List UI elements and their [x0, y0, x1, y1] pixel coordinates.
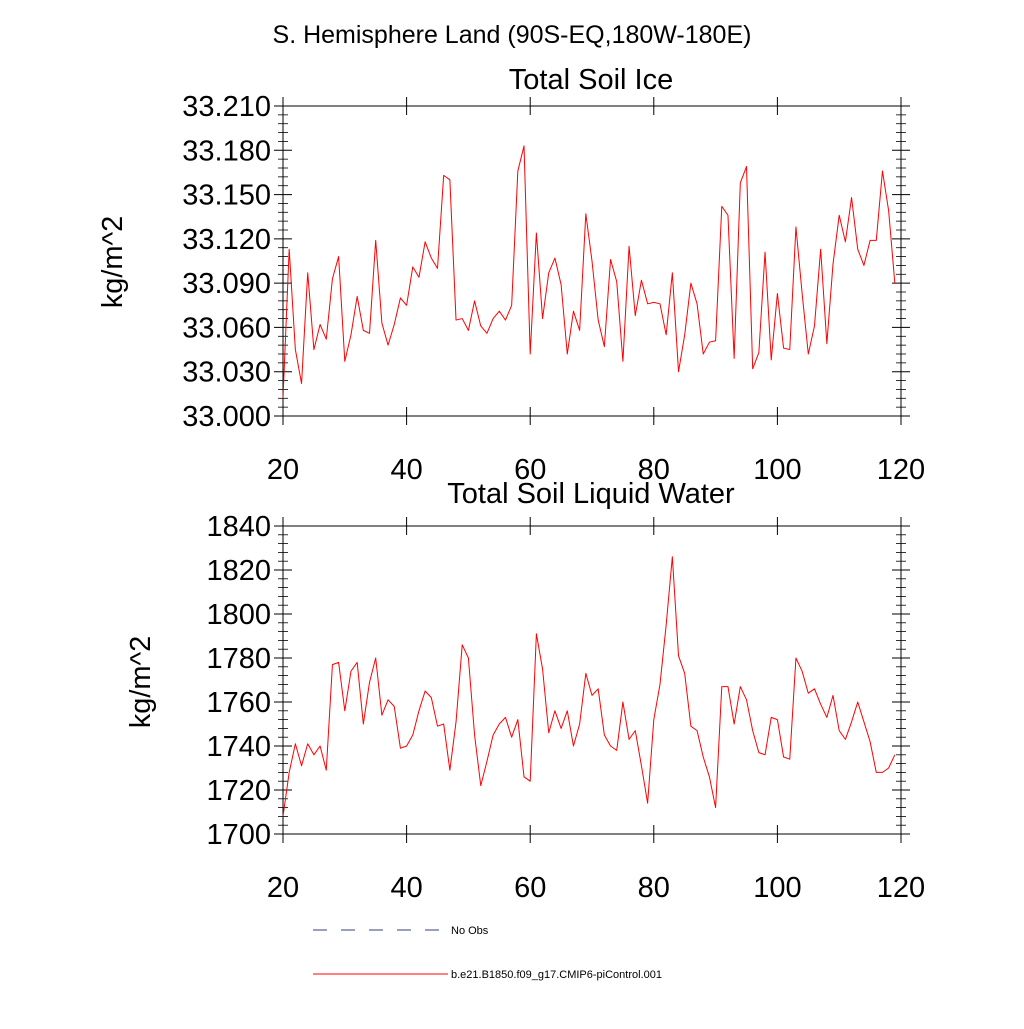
x-tick-label: 120 [877, 454, 925, 486]
y-tick-label: 1700 [206, 819, 271, 851]
y-tick-label: 33.090 [182, 268, 271, 300]
x-tick-label: 20 [267, 454, 299, 486]
x-tick-label: 60 [514, 872, 546, 904]
panel-title: Total Soil Ice [509, 64, 673, 96]
y-tick-label: 33.000 [182, 401, 271, 433]
y-tick-label: 33.180 [182, 135, 271, 167]
x-tick-label: 80 [638, 454, 670, 486]
y-tick-label: 1820 [206, 555, 271, 587]
legend-label-no-obs: No Obs [451, 925, 489, 937]
x-tick-label: 60 [514, 454, 546, 486]
y-tick-label: 1780 [206, 643, 271, 675]
x-tick-label: 120 [877, 872, 925, 904]
y-tick-label: 1740 [206, 731, 271, 763]
x-tick-label: 100 [753, 454, 801, 486]
x-tick-label: 20 [267, 872, 299, 904]
y-tick-label: 1800 [206, 599, 271, 631]
x-tick-label: 100 [753, 872, 801, 904]
y-tick-label: 33.150 [182, 180, 271, 212]
panel-total-soil-liquid-water: Total Soil Liquid Water kg/m^2 1700 1720 1… [125, 478, 925, 904]
y-tick-label: 33.060 [182, 312, 271, 344]
y-tick-label: 33.120 [182, 224, 271, 256]
x-tick-label: 40 [390, 454, 422, 486]
plot-frame [282, 105, 902, 417]
y-tick-label: 1760 [206, 687, 271, 719]
y-tick-label: 1720 [206, 775, 271, 807]
panel-total-soil-ice: Total Soil Ice kg/m^2 33.000 33.030 33.060… [97, 64, 925, 486]
series-line-model [282, 145, 896, 399]
panel-title: Total Soil Liquid Water [447, 478, 735, 510]
y-tick-label: 33.210 [182, 91, 271, 123]
y-tick-label: 33.030 [182, 357, 271, 389]
x-tick-label: 80 [638, 872, 670, 904]
series-line-model [282, 556, 896, 817]
y-axis-label: kg/m^2 [125, 636, 157, 729]
figure-suptitle: S. Hemisphere Land (90S-EQ,180W-180E) [273, 21, 752, 49]
plot-frame [282, 525, 902, 835]
x-tick-label: 40 [390, 872, 422, 904]
legend: No Obs b.e21.B1850.f09_g17.CMIP6-piContr… [313, 925, 662, 981]
y-axis-label: kg/m^2 [97, 216, 129, 309]
legend-label-model: b.e21.B1850.f09_g17.CMIP6-piControl.001 [451, 969, 662, 981]
y-tick-label: 1840 [206, 511, 271, 543]
